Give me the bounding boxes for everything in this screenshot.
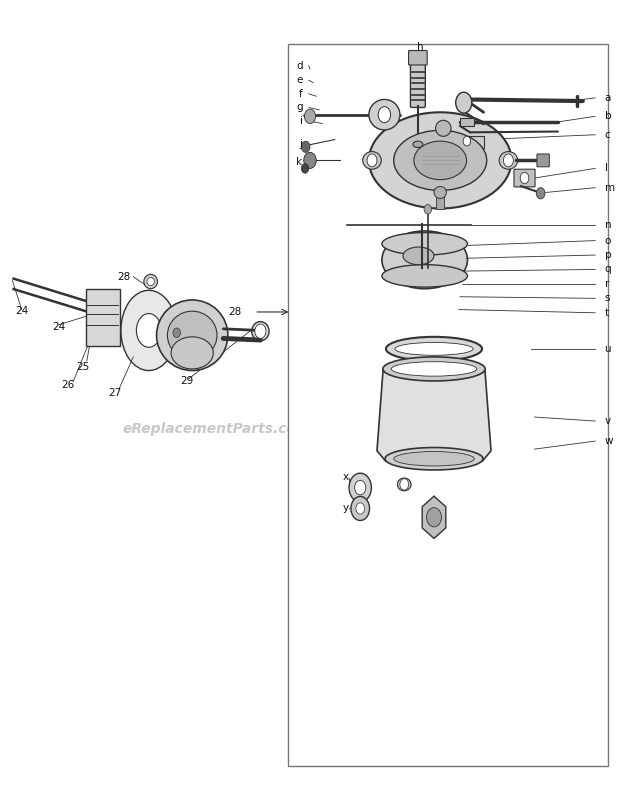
- Text: a: a: [604, 93, 611, 103]
- Text: e: e: [296, 75, 303, 85]
- Text: m: m: [604, 183, 614, 192]
- Ellipse shape: [434, 187, 446, 199]
- Text: r: r: [604, 279, 609, 289]
- Ellipse shape: [252, 322, 269, 341]
- Circle shape: [520, 172, 529, 184]
- FancyBboxPatch shape: [410, 60, 425, 107]
- Ellipse shape: [144, 274, 157, 289]
- Text: v: v: [604, 416, 611, 426]
- Bar: [460, 118, 474, 126]
- Text: q: q: [604, 265, 611, 274]
- Ellipse shape: [369, 99, 400, 130]
- Ellipse shape: [369, 112, 512, 209]
- Text: t: t: [604, 308, 609, 318]
- Ellipse shape: [147, 277, 154, 286]
- Text: y: y: [342, 504, 348, 513]
- Circle shape: [304, 152, 316, 168]
- Circle shape: [400, 479, 409, 490]
- Text: s: s: [604, 294, 610, 303]
- Circle shape: [349, 473, 371, 502]
- Text: x: x: [342, 472, 348, 482]
- Text: p: p: [604, 250, 611, 260]
- Text: l: l: [604, 164, 608, 173]
- Ellipse shape: [89, 294, 107, 326]
- Ellipse shape: [121, 290, 177, 371]
- Text: f: f: [299, 89, 303, 99]
- Circle shape: [424, 205, 432, 214]
- Text: n: n: [604, 220, 611, 229]
- Circle shape: [356, 503, 365, 514]
- Text: 24: 24: [15, 306, 29, 316]
- Circle shape: [355, 480, 366, 495]
- Circle shape: [301, 164, 309, 173]
- Text: eReplacementParts.com: eReplacementParts.com: [123, 422, 311, 436]
- Text: h: h: [417, 42, 423, 51]
- FancyBboxPatch shape: [514, 169, 535, 187]
- Circle shape: [463, 136, 471, 146]
- Ellipse shape: [385, 448, 483, 470]
- Text: 28: 28: [229, 307, 242, 317]
- Ellipse shape: [435, 120, 451, 136]
- Circle shape: [503, 154, 513, 167]
- Ellipse shape: [382, 265, 467, 287]
- Circle shape: [351, 496, 370, 520]
- Ellipse shape: [414, 141, 467, 180]
- Ellipse shape: [156, 300, 228, 371]
- Text: i: i: [299, 116, 303, 126]
- Ellipse shape: [397, 478, 411, 491]
- Circle shape: [304, 109, 316, 124]
- Ellipse shape: [499, 152, 518, 169]
- Circle shape: [456, 92, 472, 113]
- Ellipse shape: [394, 452, 474, 466]
- Ellipse shape: [382, 231, 467, 289]
- Circle shape: [301, 141, 310, 152]
- Bar: [288, 44, 608, 766]
- Polygon shape: [422, 496, 446, 538]
- Circle shape: [367, 154, 377, 167]
- Ellipse shape: [391, 362, 477, 376]
- Text: d: d: [296, 61, 303, 71]
- Text: o: o: [604, 236, 611, 245]
- Text: 27: 27: [108, 388, 122, 398]
- Ellipse shape: [394, 130, 487, 191]
- Ellipse shape: [395, 342, 473, 355]
- Ellipse shape: [413, 141, 423, 148]
- Ellipse shape: [383, 357, 485, 381]
- Text: w: w: [604, 436, 613, 446]
- FancyBboxPatch shape: [409, 51, 427, 65]
- Text: 29: 29: [180, 376, 194, 386]
- Text: j: j: [299, 140, 303, 149]
- Circle shape: [255, 324, 266, 338]
- Text: c: c: [604, 130, 610, 140]
- Circle shape: [427, 508, 441, 527]
- FancyBboxPatch shape: [460, 136, 484, 148]
- Ellipse shape: [167, 311, 217, 359]
- Text: k: k: [296, 157, 303, 167]
- FancyBboxPatch shape: [86, 289, 120, 346]
- Ellipse shape: [136, 314, 161, 347]
- Text: b: b: [604, 111, 611, 121]
- Ellipse shape: [171, 337, 213, 369]
- Text: u: u: [604, 344, 611, 354]
- Text: 26: 26: [61, 380, 75, 390]
- Ellipse shape: [382, 233, 467, 255]
- Text: g: g: [296, 103, 303, 112]
- Text: 28: 28: [117, 272, 131, 282]
- Text: 25: 25: [76, 362, 89, 371]
- FancyBboxPatch shape: [537, 154, 549, 167]
- Circle shape: [173, 328, 180, 338]
- Bar: [436, 191, 444, 209]
- Circle shape: [378, 107, 391, 123]
- Text: 24: 24: [52, 322, 66, 332]
- Ellipse shape: [403, 247, 434, 265]
- Ellipse shape: [386, 337, 482, 361]
- Ellipse shape: [363, 152, 381, 169]
- Circle shape: [536, 188, 545, 199]
- Polygon shape: [377, 369, 491, 461]
